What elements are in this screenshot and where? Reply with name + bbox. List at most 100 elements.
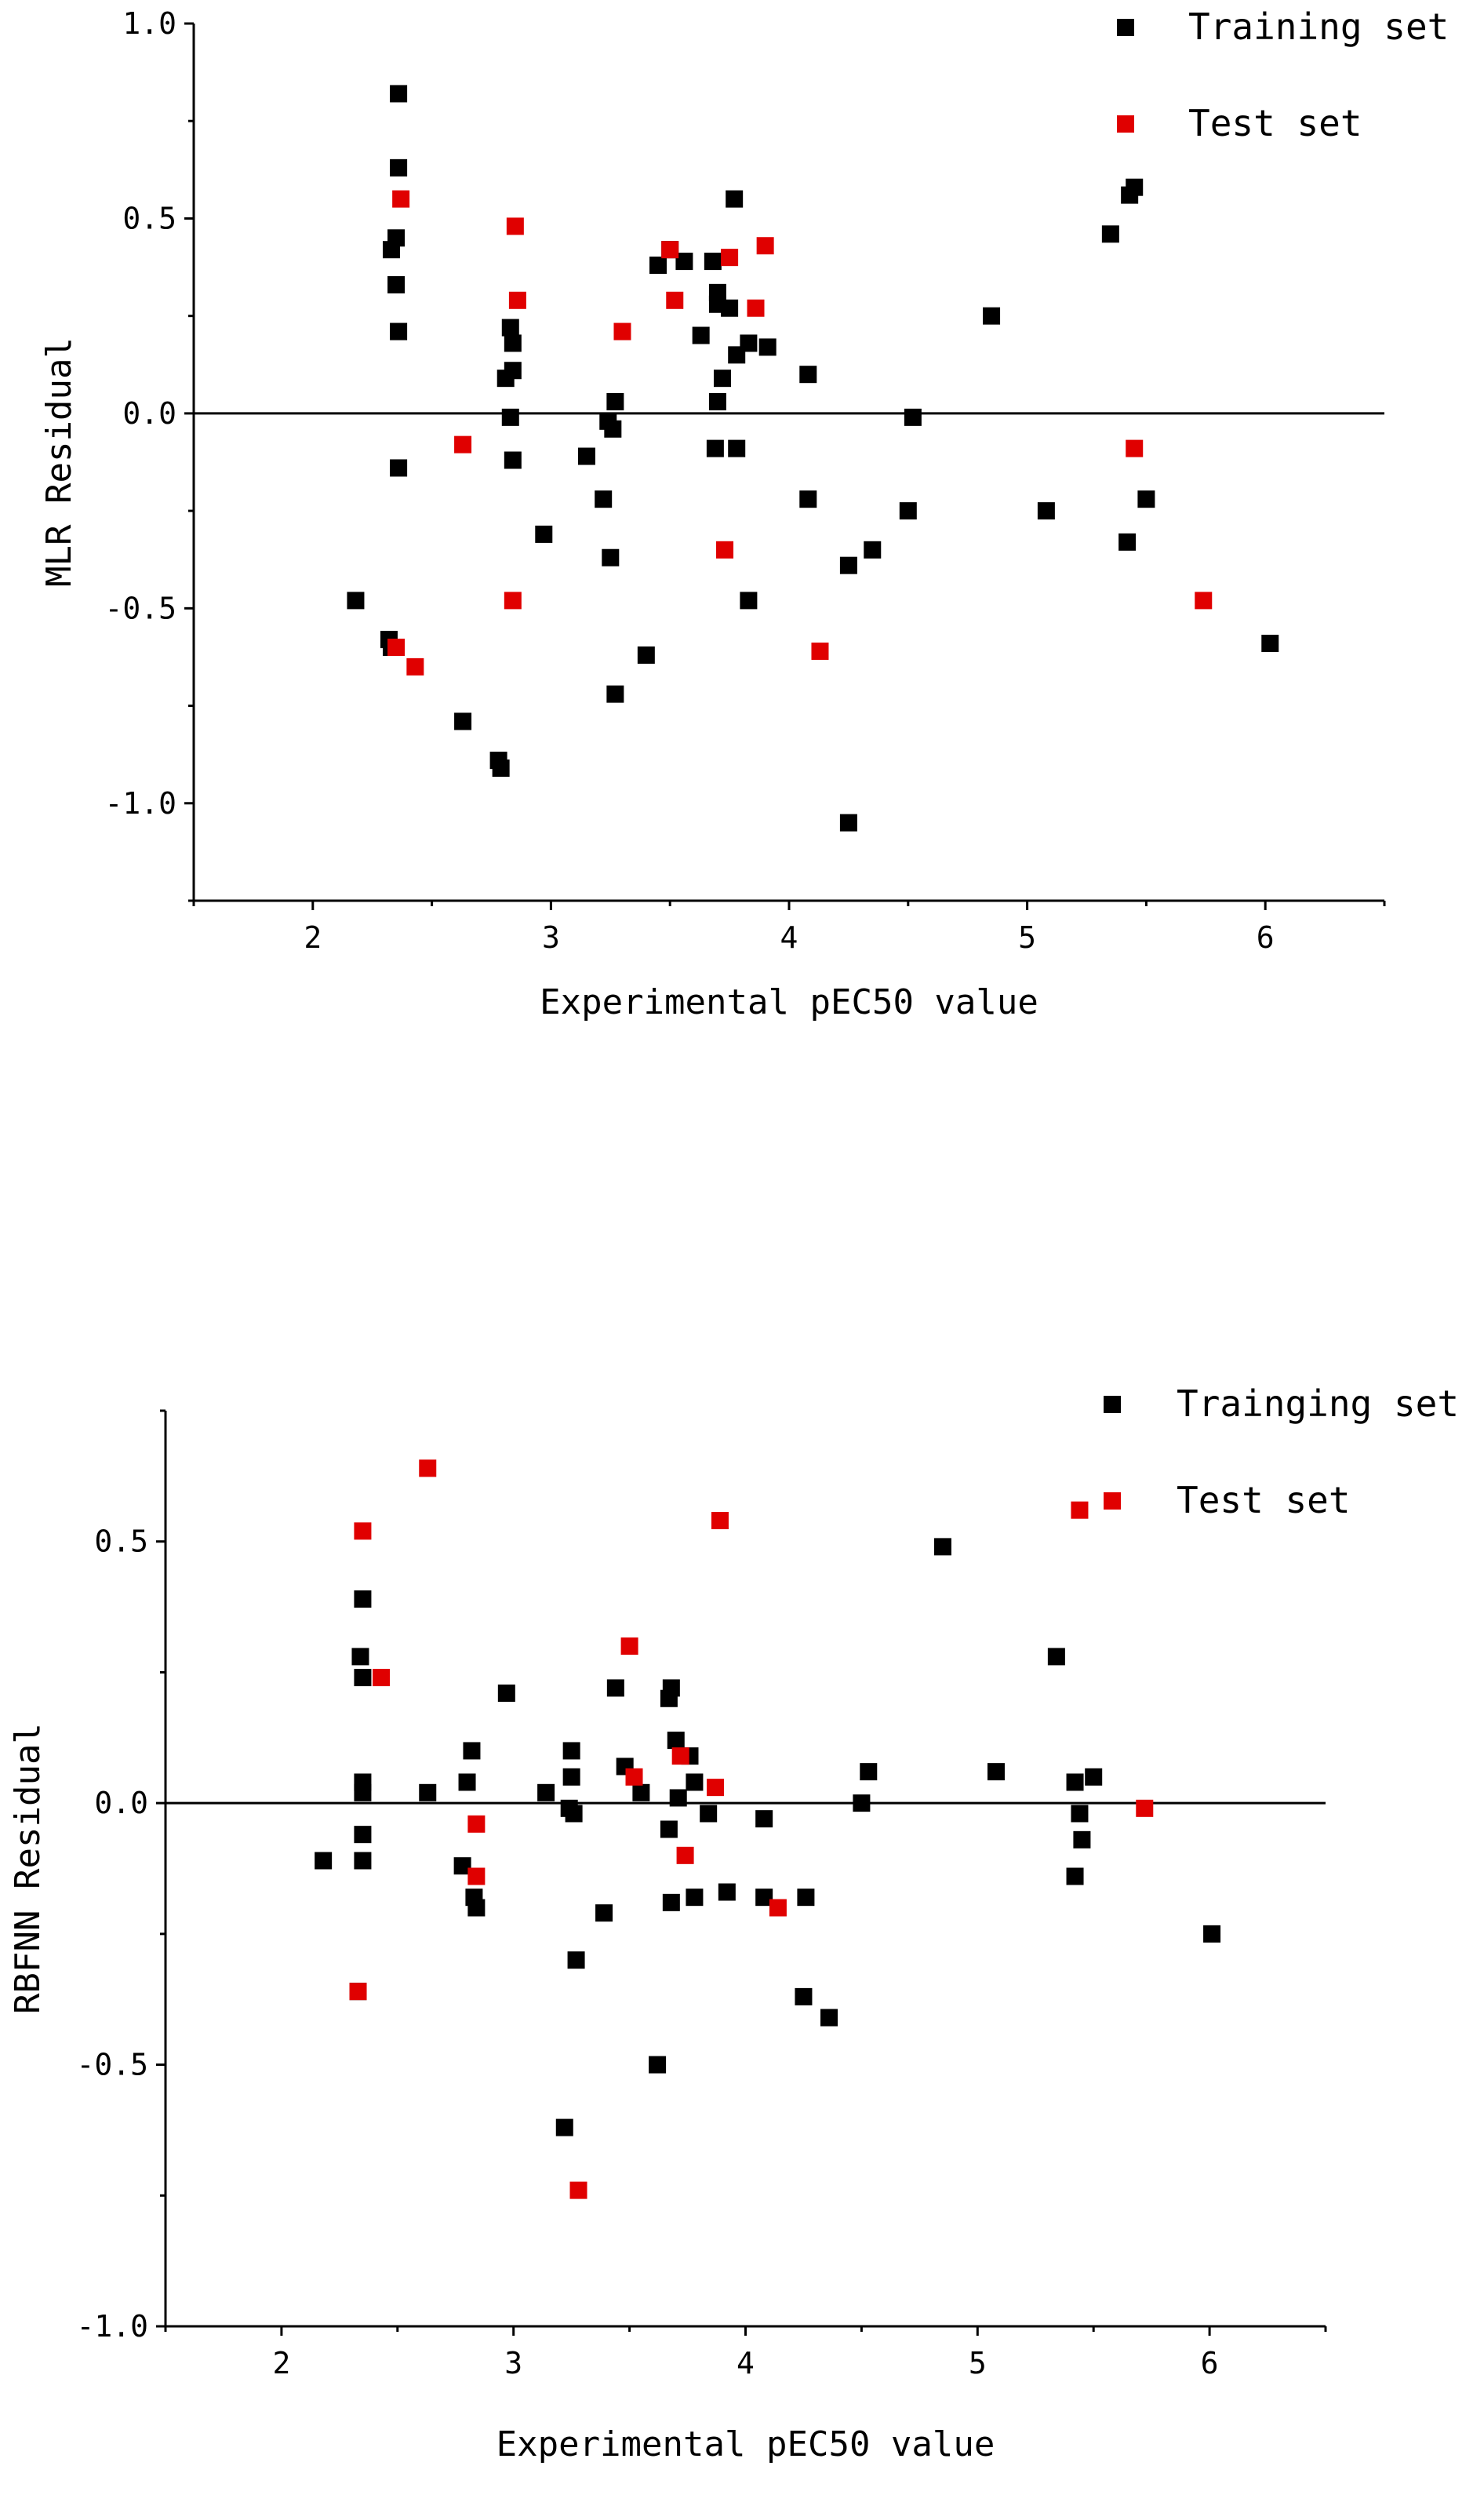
data-point: [721, 299, 739, 317]
data-point: [667, 1732, 685, 1750]
data-point: [562, 1742, 580, 1760]
data-point: [899, 502, 917, 520]
data-point: [700, 1805, 718, 1823]
legend-marker: [1117, 115, 1134, 133]
data-point: [1137, 490, 1155, 508]
mlr-series-test-set: [387, 190, 1213, 676]
data-point: [711, 1512, 729, 1530]
y-tick-label: -0.5: [104, 591, 176, 625]
data-point: [769, 1899, 787, 1917]
data-point: [820, 2009, 838, 2027]
data-point: [839, 814, 857, 832]
data-point: [565, 1805, 583, 1823]
data-point: [933, 1538, 951, 1556]
x-tick-label: 4: [737, 2346, 755, 2380]
data-point: [747, 299, 765, 317]
data-point: [354, 1852, 372, 1870]
data-point: [860, 1763, 878, 1781]
data-point: [625, 1768, 643, 1786]
y-axis-title: MLR Residual: [39, 337, 79, 587]
data-point: [419, 1783, 437, 1801]
data-point: [602, 548, 620, 566]
data-point: [537, 1783, 555, 1801]
data-point: [504, 592, 522, 610]
data-point: [497, 1685, 515, 1703]
data-point: [354, 1522, 372, 1540]
data-point: [349, 1983, 367, 2001]
data-point: [453, 1857, 471, 1875]
y-tick-label: -0.5: [76, 2048, 148, 2082]
data-point: [755, 1889, 773, 1907]
x-tick-label: 6: [1257, 920, 1275, 955]
data-point: [649, 2056, 667, 2074]
x-tick-label: 3: [504, 2346, 522, 2380]
data-point: [351, 1648, 369, 1666]
data-point: [390, 85, 408, 103]
y-tick-label: 0.5: [94, 1524, 148, 1559]
data-point: [606, 1679, 624, 1697]
data-point: [506, 217, 524, 235]
data-point: [740, 334, 758, 352]
data-point: [392, 190, 410, 208]
data-point: [797, 1889, 815, 1907]
data-point: [1037, 502, 1055, 520]
data-point: [686, 1773, 704, 1791]
data-point: [606, 392, 624, 410]
y-axis-title: RBFNN Residual: [8, 1723, 48, 2014]
data-point: [1101, 225, 1119, 243]
data-point: [1071, 1805, 1089, 1823]
data-point: [562, 1768, 580, 1786]
data-point: [692, 326, 710, 344]
data-point: [1126, 439, 1144, 457]
data-point: [649, 257, 667, 275]
data-point: [390, 158, 408, 177]
data-point: [799, 366, 817, 384]
data-point: [728, 439, 746, 457]
mlr-series-training-set: [347, 85, 1279, 832]
legend-label: Training set: [1188, 5, 1449, 48]
data-point: [811, 642, 829, 660]
y-tick-label: -1.0: [104, 786, 176, 821]
data-point: [708, 392, 726, 410]
data-point: [676, 1846, 694, 1864]
data-point: [660, 1820, 678, 1838]
data-point: [606, 685, 624, 703]
data-point: [706, 439, 724, 457]
data-point: [387, 275, 406, 293]
data-point: [669, 1789, 687, 1807]
data-point: [454, 712, 472, 730]
data-point: [419, 1459, 437, 1477]
x-tick-label: 5: [1018, 920, 1036, 955]
x-tick-label: 6: [1201, 2346, 1219, 2380]
x-tick-label: 5: [969, 2346, 987, 2380]
legend-label: Test set: [1188, 102, 1362, 144]
data-point: [756, 237, 774, 255]
x-axis-title: Experimental pEC50 value: [540, 982, 1038, 1022]
y-tick-label: 0.0: [122, 396, 176, 431]
data-point: [508, 291, 526, 309]
legend-label: Test set: [1177, 1479, 1351, 1521]
y-tick-label: 1.0: [122, 6, 176, 41]
data-point: [315, 1852, 333, 1870]
data-point: [595, 1904, 613, 1922]
data-point: [675, 253, 693, 271]
data-point: [1261, 635, 1279, 653]
rbfnn-residual-chart: 2 3 4 5 6 0.5 0.0 -0.5 -1.0 Experimental pEC50 va…: [8, 1382, 1459, 2464]
data-point: [904, 408, 922, 426]
data-point: [354, 1669, 372, 1687]
data-point: [354, 1783, 372, 1801]
x-tick-label: 3: [542, 920, 560, 955]
data-point: [758, 338, 777, 356]
data-point: [1118, 533, 1137, 551]
data-point: [569, 2181, 587, 2199]
data-point: [666, 291, 684, 309]
data-point: [620, 1637, 638, 1655]
data-point: [467, 1899, 486, 1917]
data-point: [492, 759, 510, 778]
data-point: [987, 1763, 1005, 1781]
data-point: [467, 1815, 486, 1833]
data-point: [632, 1783, 650, 1801]
data-point: [373, 1669, 391, 1687]
data-point: [740, 592, 758, 610]
data-point: [864, 541, 882, 559]
